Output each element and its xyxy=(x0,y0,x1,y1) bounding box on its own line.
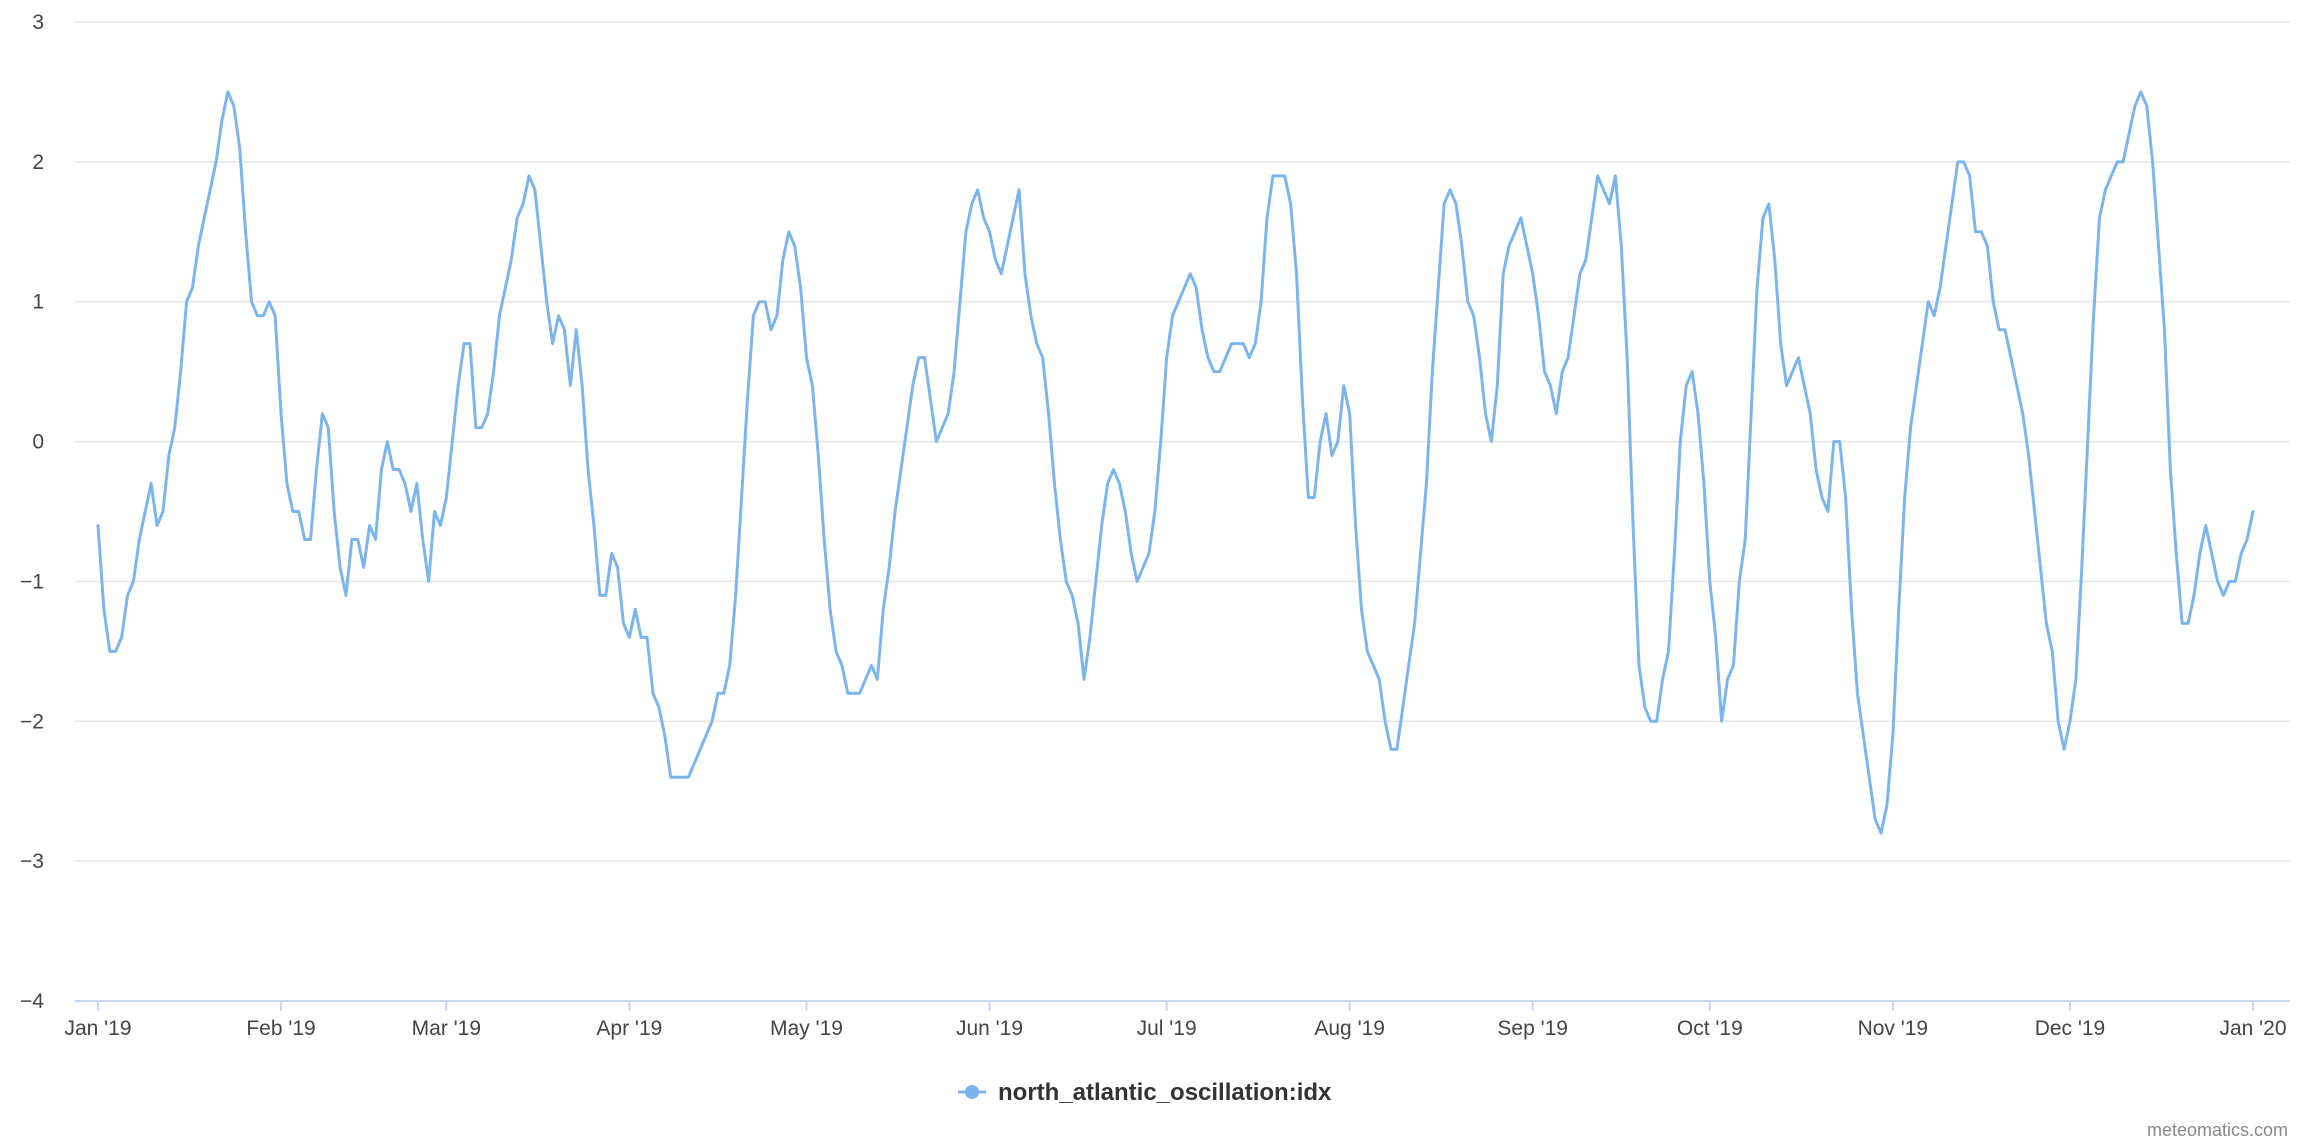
y-tick-label: 3 xyxy=(32,11,44,34)
legend[interactable]: north_atlantic_oscillation:idx xyxy=(958,1079,1332,1106)
y-tick-label: 1 xyxy=(32,291,44,314)
x-axis: Jan '19 Feb '19 Mar '19 Apr '19 May '19 Jun '… xyxy=(64,1000,2290,1040)
x-tick-label: Sep '19 xyxy=(1497,1017,1568,1040)
y-tick-label: 2 xyxy=(32,151,44,174)
y-tick-label: −1 xyxy=(20,570,44,593)
y-tick-label: −3 xyxy=(20,850,44,873)
x-tick-label: Jun '19 xyxy=(956,1017,1023,1040)
y-tick-label: 0 xyxy=(32,431,44,454)
x-tick-label: May '19 xyxy=(770,1017,843,1040)
series-layer xyxy=(96,90,2255,835)
x-tick-label: Nov '19 xyxy=(1858,1017,1929,1040)
legend-circle-marker xyxy=(965,1085,979,1099)
x-tick-label: Aug '19 xyxy=(1314,1017,1385,1040)
x-tick-label: Jan '19 xyxy=(64,1017,131,1040)
credit-link[interactable]: meteomatics.com xyxy=(2147,1120,2288,1140)
x-tick-label: Feb '19 xyxy=(246,1017,315,1040)
x-tick-label: Dec '19 xyxy=(2035,1017,2106,1040)
y-axis: 3 2 1 0 −1 −2 −3 −4 xyxy=(20,11,44,1013)
x-tick-label: Oct '19 xyxy=(1677,1017,1743,1040)
x-tick-label: Jan '20 xyxy=(2219,1017,2286,1040)
x-tick-label: Jul '19 xyxy=(1137,1017,1197,1040)
y-tick-label: −2 xyxy=(20,710,44,733)
x-tick-label: Apr '19 xyxy=(596,1017,662,1040)
y-tick-label: −4 xyxy=(20,990,44,1013)
x-tick-label: Mar '19 xyxy=(412,1017,481,1040)
legend-label[interactable]: north_atlantic_oscillation:idx xyxy=(998,1079,1332,1106)
grid-lines xyxy=(75,21,2290,862)
series-line[interactable] xyxy=(96,90,2255,835)
